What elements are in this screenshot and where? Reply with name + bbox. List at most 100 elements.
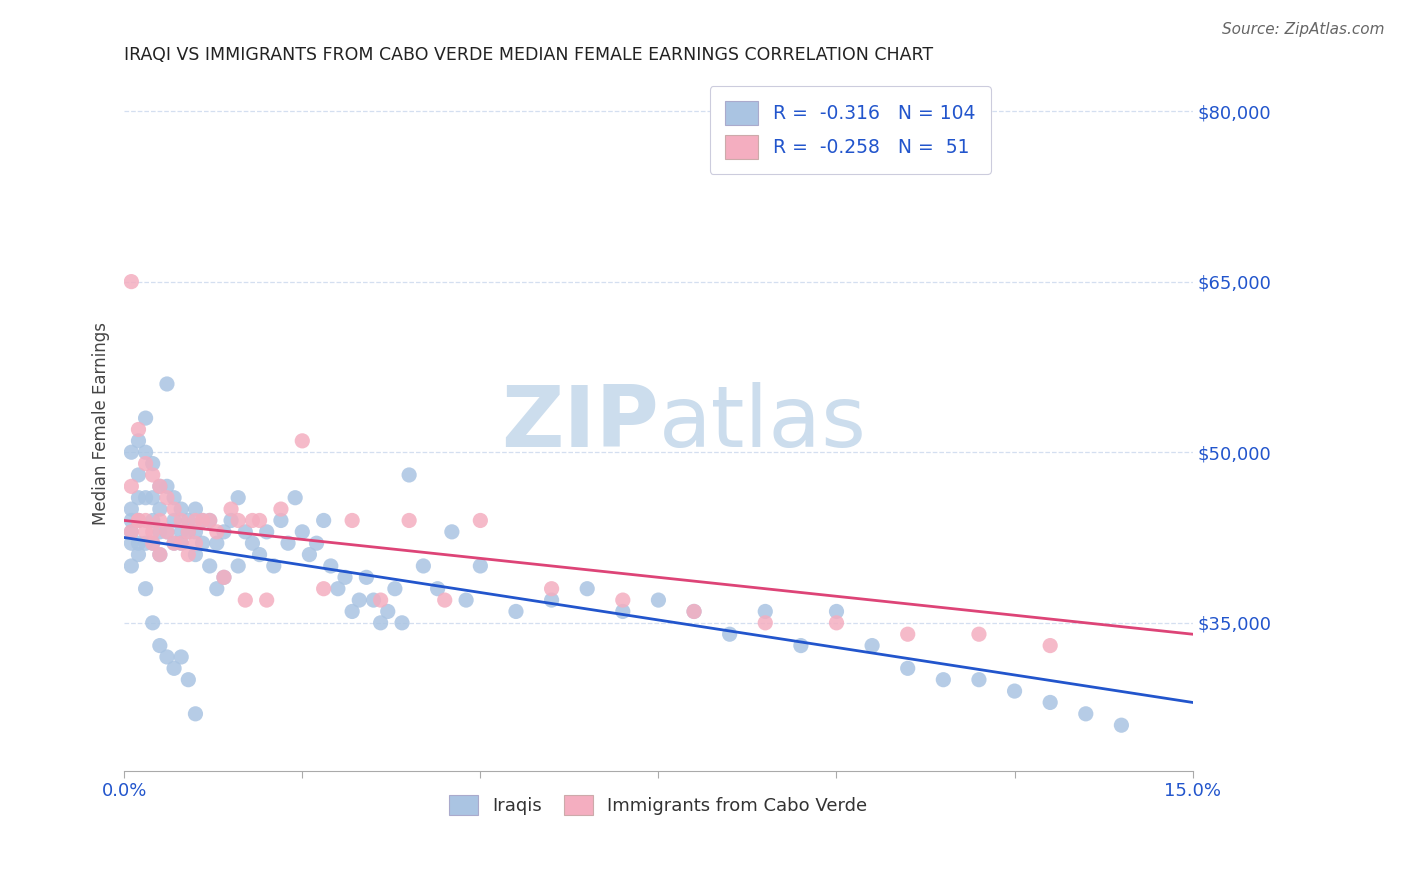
Point (340, 513, 363, 527)
Point (433, 593, 456, 607)
Point (256, 524, 278, 539)
Point (284, 491, 307, 505)
Point (127, 548, 149, 562)
Point (177, 524, 200, 539)
Point (170, 502, 193, 516)
Point (205, 582, 228, 596)
Point (456, 593, 478, 607)
Point (120, 275, 142, 289)
Point (184, 536, 207, 550)
Point (127, 434, 149, 448)
Point (540, 593, 562, 607)
Point (612, 593, 634, 607)
Point (156, 649, 179, 664)
Point (242, 513, 264, 527)
Point (270, 513, 292, 527)
Point (163, 513, 186, 527)
Point (1039, 639, 1062, 653)
Point (219, 502, 242, 516)
Point (142, 491, 165, 505)
Point (356, 570, 378, 584)
Point (370, 615, 392, 630)
Point (932, 673, 955, 687)
Point (184, 548, 207, 562)
Point (184, 513, 207, 527)
Point (426, 582, 449, 596)
Point (860, 639, 883, 653)
Point (135, 536, 157, 550)
Point (191, 536, 214, 550)
Point (170, 536, 193, 550)
Point (219, 513, 242, 527)
Point (226, 558, 249, 573)
Point (319, 558, 342, 573)
Point (249, 548, 271, 562)
Point (312, 513, 335, 527)
Point (170, 513, 193, 527)
Point (142, 513, 165, 527)
Point (398, 467, 420, 482)
Point (226, 491, 249, 505)
Point (149, 479, 172, 493)
Point (120, 445, 142, 459)
Point (212, 570, 235, 584)
Point (377, 604, 399, 618)
Point (127, 513, 149, 527)
Text: Source: ZipAtlas.com: Source: ZipAtlas.com (1222, 22, 1385, 37)
Point (127, 513, 149, 527)
Point (170, 524, 193, 539)
Point (612, 604, 634, 618)
Point (326, 582, 349, 596)
Point (120, 524, 142, 539)
Point (135, 445, 157, 459)
Point (184, 502, 207, 516)
Point (440, 524, 463, 539)
Point (127, 536, 149, 550)
Point (226, 513, 249, 527)
Point (505, 604, 527, 618)
Point (1004, 684, 1026, 698)
Point (142, 615, 165, 630)
Point (1074, 706, 1097, 721)
Point (149, 548, 172, 562)
Point (177, 524, 200, 539)
Point (156, 479, 179, 493)
Point (142, 467, 165, 482)
Point (163, 536, 186, 550)
Point (198, 513, 221, 527)
Point (384, 582, 406, 596)
Point (754, 615, 776, 630)
Point (177, 548, 200, 562)
Point (184, 524, 207, 539)
Point (540, 582, 562, 596)
Point (333, 570, 356, 584)
Point (349, 593, 371, 607)
Point (825, 615, 848, 630)
Point (135, 457, 157, 471)
Point (198, 558, 221, 573)
Point (163, 491, 186, 505)
Point (340, 604, 363, 618)
Point (291, 524, 314, 539)
Point (205, 524, 228, 539)
Point (170, 536, 193, 550)
Point (212, 524, 235, 539)
Text: IRAQI VS IMMIGRANTS FROM CABO VERDE MEDIAN FEMALE EARNINGS CORRELATION CHART: IRAQI VS IMMIGRANTS FROM CABO VERDE MEDI… (124, 46, 934, 64)
Point (149, 639, 172, 653)
Point (127, 422, 149, 436)
Point (142, 536, 165, 550)
Point (163, 502, 186, 516)
Point (305, 536, 328, 550)
Point (825, 604, 848, 618)
Text: atlas: atlas (658, 383, 866, 466)
Point (149, 502, 172, 516)
Point (191, 513, 214, 527)
Point (156, 524, 179, 539)
Point (897, 661, 920, 675)
Point (120, 558, 142, 573)
Point (163, 661, 186, 675)
Point (233, 524, 256, 539)
Point (149, 513, 172, 527)
Point (398, 513, 420, 527)
Point (270, 502, 292, 516)
